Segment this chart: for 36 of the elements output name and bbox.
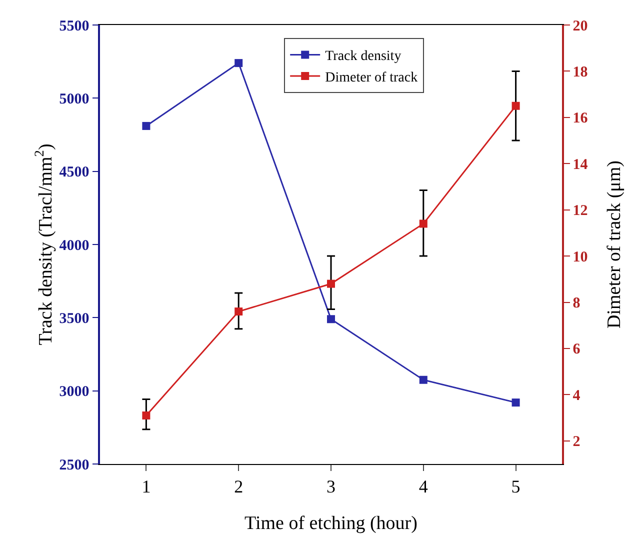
x-tick-label: 4 [418, 476, 428, 497]
y2-tick-label: 14 [572, 156, 588, 173]
x-tick-label: 3 [326, 476, 336, 497]
y2-tick-label: 18 [572, 64, 588, 80]
y-tick-label: 5000 [59, 91, 90, 108]
y2-tick-label: 12 [572, 203, 588, 220]
y2-tick-label: 8 [572, 296, 580, 312]
y-tick-label: 5500 [59, 18, 90, 34]
y2-tick-label: 20 [572, 18, 588, 34]
x-tick-label: 1 [142, 476, 151, 497]
point [234, 59, 243, 68]
point [142, 122, 150, 130]
y2-tick-label: 10 [572, 249, 588, 266]
point [419, 220, 428, 228]
y-tick-label: 4000 [59, 238, 90, 254]
y-tick-label: 3000 [59, 384, 90, 400]
y2-tick-label: 6 [572, 342, 581, 358]
point [419, 376, 428, 384]
y2-tick-label: 4 [572, 388, 581, 404]
y-tick-label: 3500 [59, 310, 90, 327]
y-tick-label: 4500 [59, 164, 90, 181]
x-tick-label: 2 [234, 476, 244, 497]
x-tick-label: 5 [511, 476, 520, 497]
point [327, 280, 335, 288]
legend-label: Track density [325, 49, 402, 64]
point [327, 315, 335, 324]
point [512, 102, 520, 110]
x-axis-title: Time of etching (hour) [244, 513, 418, 534]
point [142, 411, 150, 420]
y2-tick-label: 2 [572, 434, 580, 450]
legend-label: Dimeter of track [325, 70, 418, 86]
point [234, 308, 243, 316]
point [512, 398, 520, 407]
y-tick-label: 2500 [59, 457, 90, 474]
y2-tick-label: 16 [572, 110, 588, 127]
y2-axis-title: Dimeter of track (μm) [604, 160, 625, 328]
